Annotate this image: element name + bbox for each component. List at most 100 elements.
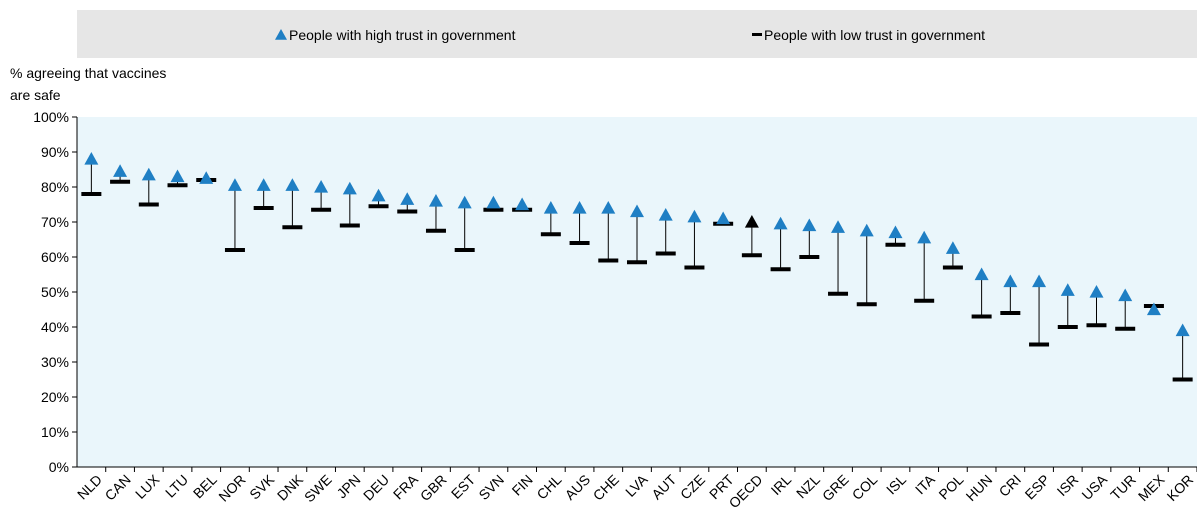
low-trust-marker	[1029, 342, 1050, 347]
low-trust-marker	[454, 248, 475, 252]
low-trust-marker	[598, 258, 619, 263]
x-tick-label: CAN	[102, 471, 134, 503]
high-trust-marker	[974, 267, 989, 281]
x-tick-label: JPN	[333, 471, 363, 501]
y-tick-label: 60%	[41, 249, 69, 265]
high-trust-marker	[199, 171, 214, 184]
y-tick-label: 0%	[49, 459, 69, 475]
high-trust-marker	[1089, 285, 1104, 298]
x-tick-label: GRE	[819, 471, 852, 504]
x-tick-label: CZE	[677, 471, 708, 502]
low-trust-marker	[167, 183, 188, 188]
x-tick-label: ISR	[1054, 471, 1082, 499]
low-trust-marker	[684, 265, 705, 270]
x-tick-label: NZL	[793, 471, 823, 501]
low-trust-marker	[425, 228, 446, 233]
high-trust-marker	[428, 194, 443, 207]
y-axis-label: are safe	[10, 87, 61, 103]
high-trust-marker	[1146, 302, 1161, 316]
x-tick-label: FIN	[509, 471, 536, 498]
low-trust-marker	[253, 206, 274, 210]
plot-background	[77, 117, 1197, 467]
high-trust-marker	[400, 192, 415, 205]
x-tick-label: LTU	[162, 471, 191, 500]
low-trust-marker	[569, 241, 590, 245]
low-trust-marker	[914, 298, 935, 303]
x-tick-label: DNK	[274, 471, 307, 504]
x-tick-label: DEU	[360, 471, 392, 503]
low-trust-marker	[311, 207, 332, 212]
low-trust-marker	[81, 192, 102, 196]
high-trust-marker	[285, 178, 300, 191]
high-trust-marker	[227, 178, 242, 191]
x-tick-label: HUN	[963, 471, 996, 504]
high-trust-marker	[543, 201, 558, 214]
low-trust-marker	[224, 248, 245, 252]
x-tick-label: AUS	[562, 471, 594, 503]
x-tick-label: SVK	[246, 471, 278, 503]
high-trust-marker	[917, 230, 932, 244]
high-trust-marker	[572, 201, 587, 214]
x-tick-label: KOR	[1164, 471, 1197, 504]
low-trust-marker	[282, 225, 303, 230]
high-trust-marker	[658, 208, 673, 221]
high-trust-marker	[859, 223, 874, 237]
x-tick-label: FRA	[390, 471, 422, 503]
x-tick-label: USA	[1078, 471, 1110, 503]
high-trust-marker	[515, 197, 530, 211]
low-trust-marker	[1000, 311, 1021, 315]
high-trust-marker	[113, 164, 128, 177]
y-axis-label: % agreeing that vaccines	[10, 65, 166, 81]
low-trust-marker	[1115, 326, 1136, 331]
y-tick-label: 80%	[41, 179, 69, 195]
high-trust-marker	[744, 215, 759, 228]
x-tick-label: BEL	[190, 471, 220, 501]
high-trust-marker	[342, 181, 357, 195]
y-tick-label: 20%	[41, 389, 69, 405]
low-trust-marker	[1172, 377, 1193, 382]
x-tick-label: SVN	[475, 471, 507, 503]
x-tick-label: NOR	[215, 471, 248, 504]
x-tick-label: EST	[448, 471, 479, 502]
high-trust-marker	[831, 220, 846, 233]
y-tick-label: 30%	[41, 354, 69, 370]
x-tick-label: LVA	[622, 471, 651, 500]
high-trust-marker	[1032, 274, 1047, 288]
high-trust-marker	[945, 241, 960, 254]
y-tick-label: 90%	[41, 144, 69, 160]
low-trust-marker	[741, 253, 762, 258]
x-tick-label: POL	[935, 471, 966, 502]
x-tick-label: ISL	[883, 471, 909, 497]
x-tick-label: AUT	[648, 471, 679, 502]
x-tick-label: CHL	[533, 471, 564, 502]
low-trust-marker	[655, 251, 676, 256]
low-trust-marker	[799, 255, 820, 259]
low-trust-marker	[942, 265, 963, 270]
x-tick-label: ESP	[1022, 471, 1053, 502]
low-trust-marker	[828, 291, 849, 296]
x-tick-label: NLD	[74, 471, 105, 502]
y-tick-label: 100%	[33, 109, 69, 125]
high-trust-marker	[687, 209, 702, 223]
high-trust-marker	[84, 152, 99, 165]
low-trust-marker	[627, 260, 647, 265]
high-trust-marker	[630, 204, 644, 218]
high-trust-marker	[141, 167, 156, 181]
high-trust-marker	[371, 188, 386, 202]
high-trust-marker	[716, 211, 731, 225]
high-trust-marker	[888, 225, 903, 239]
x-tick-label: SWE	[301, 471, 335, 505]
legend-label: People with high trust in government	[289, 27, 516, 43]
high-trust-marker	[1003, 274, 1018, 288]
low-trust-marker	[110, 179, 131, 184]
low-trust-marker	[856, 302, 877, 307]
y-tick-label: 10%	[41, 424, 69, 440]
low-trust-marker	[971, 314, 992, 319]
high-trust-marker	[1060, 283, 1075, 296]
legend-marker	[752, 33, 762, 36]
low-trust-marker	[397, 209, 418, 214]
x-tick-label: COL	[849, 471, 881, 503]
y-tick-label: 40%	[41, 319, 69, 335]
